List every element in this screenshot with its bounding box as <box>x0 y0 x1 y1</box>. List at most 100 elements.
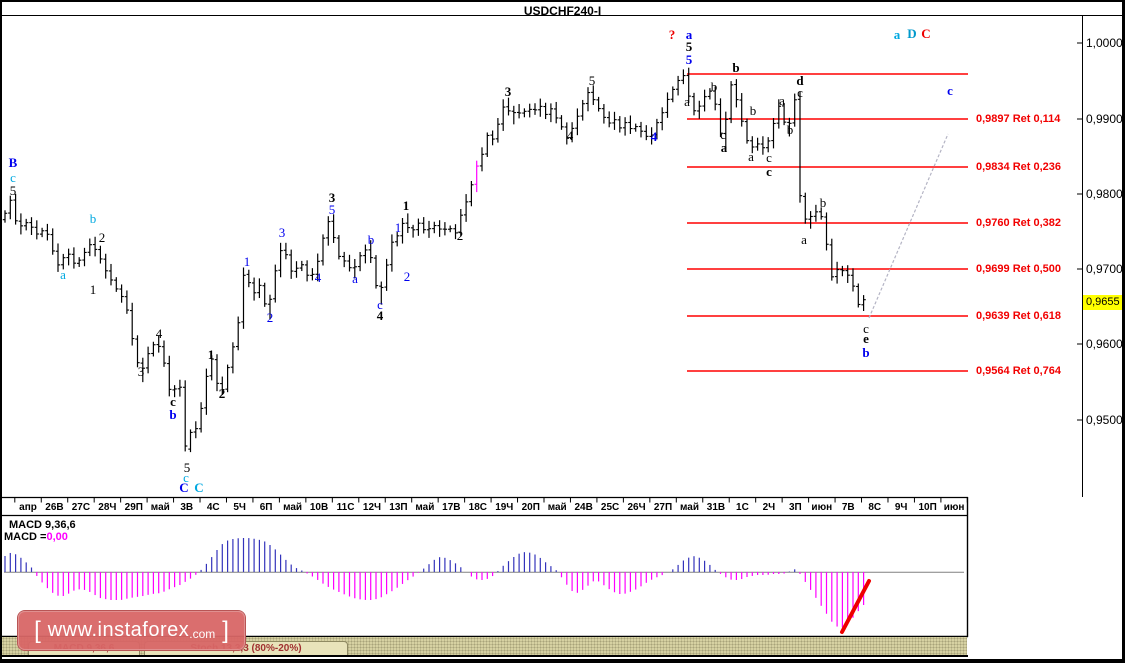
wave-label: 1 <box>207 347 215 362</box>
fib-level-label: 0,9834 Ret 0,236 <box>976 161 1062 173</box>
x-axis-label: 13П <box>389 502 408 513</box>
wave-label: 1 <box>243 254 251 269</box>
logo-text: www.instaforex <box>47 619 190 641</box>
wave-label: c <box>170 394 176 409</box>
wave-label: b <box>819 195 827 210</box>
x-axis-label: 3П <box>788 502 802 513</box>
macd-value: 0,00 <box>46 531 68 543</box>
x-axis-label: 4С <box>206 502 220 513</box>
y-axis-label: 0,9600 <box>1086 337 1123 351</box>
logo-tld: .com <box>189 626 216 641</box>
y-axis-label: 0,9700 <box>1086 262 1123 276</box>
x-axis-label: 29П <box>124 502 143 513</box>
fib-level-label: 0,9564 Ret 0,764 <box>976 365 1062 377</box>
x-axis-label: 26Ч <box>627 502 646 513</box>
wave-label: 5 <box>685 39 693 54</box>
fib-level-label: 0,9699 Ret 0,500 <box>976 263 1062 275</box>
x-axis-label: июн <box>811 502 833 513</box>
wave-label: e <box>863 331 869 346</box>
instaforex-logo[interactable]: [ www.instaforex .com ] <box>18 611 245 650</box>
wave-label: c <box>766 164 772 179</box>
wave-label: 2 <box>456 228 464 243</box>
wave-label: 4 <box>314 270 322 285</box>
x-axis-label: 3В <box>180 502 194 513</box>
wave-label: C <box>179 480 189 495</box>
wave-label: a <box>720 140 728 155</box>
wave-label: 2 <box>98 230 106 245</box>
x-axis-label: 7В <box>841 502 855 513</box>
current-price-badge: 0,9655 <box>1083 295 1124 310</box>
fib-level-label: 0,9897 Ret 0,114 <box>976 113 1061 125</box>
wave-label: d <box>796 73 804 88</box>
x-axis-label: 6П <box>259 502 273 513</box>
x-axis-label: 27П <box>653 502 673 513</box>
x-axis-label: 2Ч <box>762 502 776 513</box>
wave-label: b <box>169 407 177 422</box>
wave-label: B <box>8 155 18 170</box>
wave-label: b <box>786 122 794 137</box>
wave-label: b <box>749 103 757 118</box>
x-axis-label: май <box>680 502 699 513</box>
wave-label: a <box>352 271 358 286</box>
y-axis-label: 0,9900 <box>1086 112 1123 126</box>
wave-label: 2 <box>266 310 274 325</box>
window-border-bottom <box>0 659 1125 663</box>
wave-label: 5 <box>328 202 336 217</box>
x-axis-label: 1С <box>736 502 749 513</box>
wave-label: 3 <box>278 225 286 240</box>
wave-label: C <box>921 26 931 41</box>
logo-bracket-left: [ <box>34 616 41 644</box>
window-border-right <box>1122 0 1125 663</box>
footer-divider <box>0 655 968 657</box>
wave-label: c <box>766 150 772 165</box>
wave-label: 1 <box>89 282 97 297</box>
y-axis-label: 0,9500 <box>1086 413 1123 427</box>
wave-label: b <box>710 79 718 94</box>
chart-title: USDCHF240-I <box>523 4 602 18</box>
wave-label: a <box>748 149 754 164</box>
wave-label: 3 <box>328 190 336 205</box>
wave-label: 5 <box>9 183 17 198</box>
x-axis-label: июн <box>943 502 965 513</box>
wave-label: a <box>685 27 693 42</box>
wave-label: ? <box>668 27 676 42</box>
wave-label: a <box>779 93 785 108</box>
wave-label: 4 <box>376 308 384 323</box>
wave-label: D <box>907 26 917 41</box>
x-axis-label: 17В <box>442 502 461 513</box>
window-border-top <box>0 0 1125 2</box>
window-border-left <box>0 0 2 663</box>
y-axis-label: 0,9800 <box>1086 187 1123 201</box>
x-axis-label: 5Ч <box>233 502 246 513</box>
x-axis-label: 20П <box>521 502 540 513</box>
x-axis-label: апр <box>19 502 37 513</box>
macd-param-label: MACD 9,36,6 <box>9 519 76 531</box>
x-axis-label: 9Ч <box>894 502 908 513</box>
x-axis-label: май <box>547 502 567 513</box>
x-axis-label: 26В <box>45 502 64 513</box>
wave-label: a <box>60 267 66 282</box>
wave-label: c <box>10 170 16 185</box>
wave-label: 3 <box>137 364 145 379</box>
x-axis-label: 18С <box>468 502 487 513</box>
wave-label: c <box>720 127 726 142</box>
x-axis-label: май <box>283 502 303 513</box>
wave-label: c <box>863 321 869 336</box>
wave-label: c <box>947 83 953 98</box>
wave-label: C <box>194 480 204 495</box>
x-axis-label: 24В <box>574 502 593 513</box>
x-axis-label: 25С <box>600 502 620 513</box>
wave-label: 3 <box>504 84 512 99</box>
wave-label: b <box>89 211 97 226</box>
wave-label: c <box>183 470 189 485</box>
macd-signal-trendline <box>840 579 871 634</box>
wave-label: 5 <box>685 52 693 67</box>
wave-label: 2 <box>403 269 411 284</box>
x-axis-label: май <box>415 502 435 513</box>
fib-level-label: 0,9760 Ret 0,382 <box>976 217 1062 229</box>
logo-bracket-right: ] <box>222 616 229 644</box>
title-bar: USDCHF240-I <box>0 2 1125 18</box>
wave-label: b <box>367 232 375 247</box>
wave-label: 1 <box>402 198 410 213</box>
